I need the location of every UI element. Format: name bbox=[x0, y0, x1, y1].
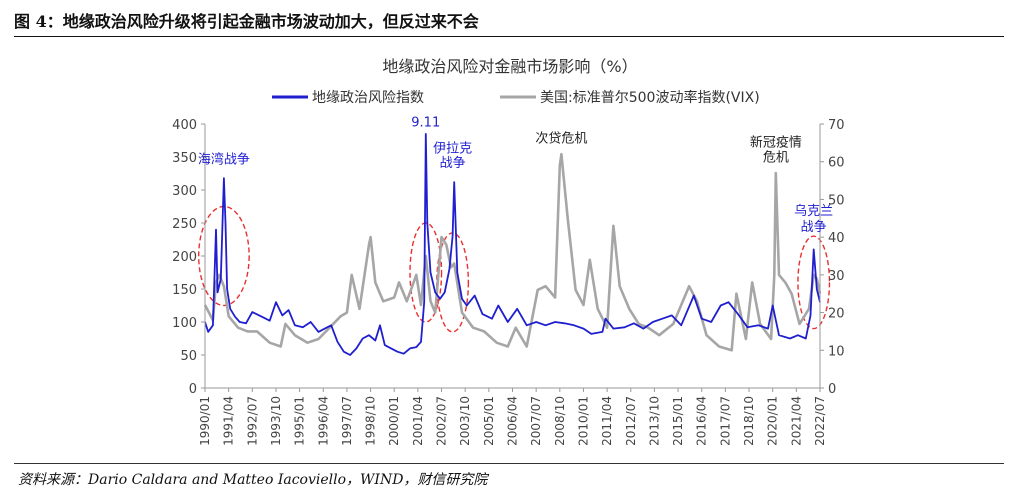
y-right-tick-label: 40 bbox=[828, 231, 845, 246]
title-rule bbox=[14, 36, 1004, 37]
x-tick-label: 2018/10 bbox=[742, 396, 756, 446]
y-right-tick-label: 0 bbox=[828, 382, 836, 397]
annotation-label: 战争 bbox=[801, 220, 827, 235]
chart-title: 地缘政治风险对金融市场影响（%） bbox=[382, 57, 637, 76]
y-right-tick-label: 30 bbox=[828, 269, 845, 284]
x-tick-label: 1990/01 bbox=[198, 396, 212, 446]
x-tick-label: 2003/10 bbox=[458, 396, 472, 446]
y-left-tick-label: 300 bbox=[172, 184, 197, 199]
y-left-tick-label: 100 bbox=[172, 316, 197, 331]
x-tick-label: 2006/04 bbox=[506, 396, 520, 446]
x-tick-label: 1995/01 bbox=[293, 396, 307, 446]
annotation-label: 新冠疫情 bbox=[750, 134, 802, 150]
series-line-vix bbox=[203, 152, 822, 352]
x-tick-label: 2008/10 bbox=[553, 396, 567, 446]
y-right-tick-label: 60 bbox=[828, 156, 845, 171]
x-tick-label: 1991/04 bbox=[222, 396, 236, 446]
y-right-tick-label: 20 bbox=[828, 307, 845, 322]
legend-label-gpr: 地缘政治风险指数 bbox=[312, 90, 424, 106]
highlight-ellipse-3 bbox=[797, 235, 831, 330]
y-left-tick-label: 400 bbox=[172, 118, 197, 133]
y-right-tick-label: 10 bbox=[828, 344, 845, 359]
axes: 0 50 100 150 200 250 300 350 400 0 10 20 30 40 50 60 70 1… bbox=[172, 118, 844, 446]
y-left-tick-label: 150 bbox=[172, 283, 197, 298]
x-tick-label: 2022/07 bbox=[813, 396, 827, 446]
source-note: 资料来源：Dario Caldara and Matteo Iacoviello… bbox=[18, 472, 488, 488]
x-tick-label: 2021/04 bbox=[789, 396, 803, 446]
series-vix bbox=[203, 152, 822, 352]
x-tick-label: 2015/01 bbox=[671, 396, 685, 446]
annotation-label: 海湾战争 bbox=[198, 152, 250, 168]
x-tick-label: 1993/10 bbox=[269, 396, 283, 446]
annotation-label: 伊拉克 bbox=[433, 141, 472, 156]
figure-title: 图 4：地缘政治风险升级将引起金融市场波动加大，但反过来不会 bbox=[14, 12, 479, 31]
x-tick-label: 1992/07 bbox=[245, 396, 259, 446]
x-tick-label: 2012/07 bbox=[624, 396, 638, 446]
y-left-tick-label: 250 bbox=[172, 217, 197, 232]
x-tick-label: 2013/10 bbox=[647, 396, 661, 446]
x-tick-label: 2001/04 bbox=[411, 396, 425, 446]
y-left-tick-label: 0 bbox=[189, 382, 197, 397]
x-tick-label: 2020/01 bbox=[766, 396, 780, 446]
x-tick-label: 2016/04 bbox=[695, 396, 709, 446]
y-left-tick-label: 350 bbox=[172, 151, 197, 166]
legend-label-vix: 美国:标准普尔500波动率指数(VIX) bbox=[540, 89, 760, 106]
series-line-gpr bbox=[204, 133, 821, 356]
legend: 地缘政治风险指数 美国:标准普尔500波动率指数(VIX) bbox=[272, 89, 760, 106]
x-tick-label: 2011/04 bbox=[600, 396, 614, 446]
x-tick-label: 2002/07 bbox=[435, 396, 449, 446]
y-right-tick-label: 70 bbox=[828, 118, 845, 133]
annotation-label: 乌克兰 bbox=[794, 203, 833, 219]
x-tick-label: 2007/07 bbox=[529, 396, 543, 446]
x-tick-label: 1997/07 bbox=[340, 396, 354, 446]
source-rule bbox=[14, 463, 1004, 464]
series-gpr bbox=[204, 133, 821, 356]
annotation-label: 9.11 bbox=[411, 116, 440, 131]
x-tick-label: 2000/01 bbox=[387, 396, 401, 446]
annotation-label: 战争 bbox=[440, 156, 466, 171]
y-right-tick-label: 50 bbox=[828, 193, 845, 208]
x-tick-label: 1996/04 bbox=[316, 396, 330, 446]
annotation-label: 次贷危机 bbox=[535, 130, 587, 146]
x-tick-label: 2010/01 bbox=[576, 396, 590, 446]
y-left-tick-label: 200 bbox=[172, 250, 197, 265]
y-left-tick-label: 50 bbox=[180, 349, 197, 364]
x-tick-label: 2005/01 bbox=[482, 396, 496, 446]
annotation-label: 危机 bbox=[763, 151, 789, 166]
x-tick-label: 2017/07 bbox=[718, 396, 732, 446]
x-tick-label: 1998/10 bbox=[364, 396, 378, 446]
